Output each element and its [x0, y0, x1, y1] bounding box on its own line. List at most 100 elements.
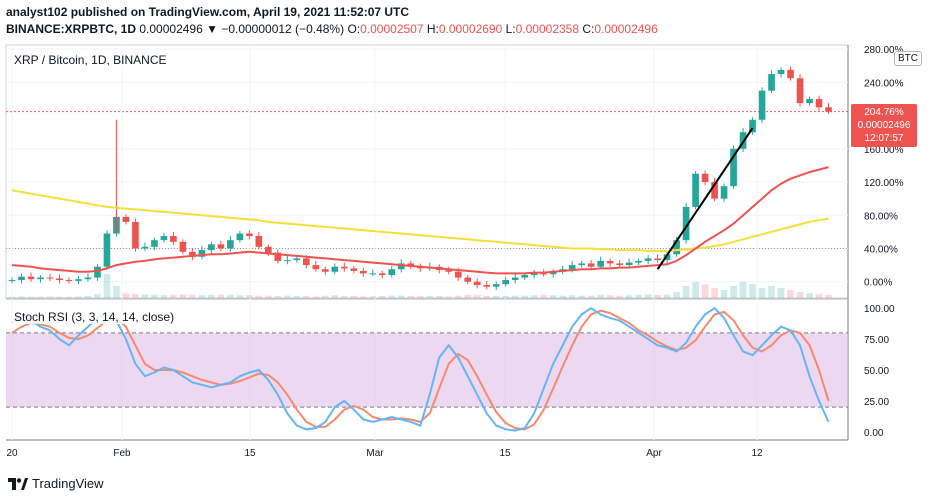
volume-bar: [454, 295, 462, 298]
candle-body: [815, 98, 823, 108]
candle-body: [255, 236, 263, 247]
candle-body: [350, 268, 358, 271]
stoch-tick-label: 25.00: [864, 397, 889, 408]
volume-bar: [483, 296, 491, 298]
ma-slow-line: [11, 189, 829, 252]
volume-bar: [151, 294, 158, 298]
candle-body: [445, 270, 453, 272]
price-tag-price: 0.00002496: [857, 120, 911, 131]
volume-bar: [568, 295, 576, 298]
volume-bar: [768, 286, 775, 298]
symbol-text: BINANCE:XRPBTC, 1D: [6, 22, 137, 36]
candle-body: [170, 236, 177, 242]
volume-bar: [635, 294, 642, 298]
candle-body: [530, 273, 538, 276]
candle-body: [132, 221, 139, 249]
volume-bar: [331, 295, 339, 298]
candle-body: [663, 254, 671, 261]
change-text: ▼ −0.00000012 (−0.48%): [206, 22, 345, 36]
volume-bar: [654, 294, 661, 298]
volume-bar: [625, 295, 633, 298]
volume-bar: [293, 296, 301, 298]
candle-body: [673, 240, 680, 255]
volume-bar: [37, 296, 44, 298]
time-tick-label: 12: [751, 448, 763, 459]
candle-body: [46, 277, 54, 279]
candle-body: [502, 280, 510, 285]
stoch-tick-label: 0.00: [864, 428, 884, 439]
candle-body: [198, 250, 206, 257]
publish-text: analyst102 published on TradingView.com,…: [6, 5, 410, 19]
footer-brand: TradingView: [32, 476, 104, 491]
candle-body: [179, 241, 187, 252]
candles[interactable]: [8, 66, 832, 290]
tradingview-logo-icon: [8, 477, 28, 490]
volume-bar: [682, 286, 690, 298]
volume-bar: [416, 296, 424, 298]
volume-bar: [122, 293, 130, 298]
volume-bar: [284, 295, 291, 298]
open-label: O:: [347, 22, 361, 36]
high-value: 0.00002690: [438, 22, 503, 36]
time-tick-label: 15: [499, 448, 511, 459]
volume-bar: [701, 284, 709, 298]
volume-bar: [321, 295, 329, 298]
volume-bar: [255, 295, 263, 298]
candle-body: [246, 233, 253, 237]
candle-body: [549, 271, 557, 275]
candle-body: [511, 277, 519, 281]
candle-body: [644, 258, 652, 261]
time-axis[interactable]: 20 Feb 15 Mar 15 Apr 12: [6, 448, 763, 459]
price-tick-label: 0.00%: [864, 278, 892, 289]
volume-bar: [75, 296, 82, 298]
volume-bar: [198, 295, 206, 298]
price-axis[interactable]: 280.00% 240.00% 160.00% 120.00% 80.00% 40.00%…: [864, 45, 904, 289]
volume-bar: [113, 286, 120, 298]
volume-bar: [265, 295, 272, 298]
stoch-k-line: [11, 306, 830, 432]
volume-bar: [56, 296, 63, 298]
candle-body: [65, 280, 73, 282]
stoch-rsi-pane[interactable]: 100.00 75.00 50.00 25.00 0.00: [6, 304, 895, 439]
currency-badge[interactable]: BTC: [894, 51, 922, 66]
close-value: 0.00002496: [594, 22, 658, 36]
volume-bar: [141, 294, 149, 298]
candle-body: [711, 182, 718, 199]
volume-bar: [18, 296, 25, 298]
candle-body: [701, 173, 709, 183]
price-tag-countdown: 12:07:57: [864, 133, 904, 144]
volume-bar: [189, 294, 196, 298]
stoch-pane-label: Stoch RSI (3, 3, 14, 14, close): [12, 310, 177, 324]
volume-bar: [312, 296, 320, 298]
volume-bar: [103, 274, 111, 298]
volume-bar: [65, 296, 73, 298]
stoch-band: [6, 332, 848, 408]
low-value: 0.00002358: [515, 22, 580, 36]
volume-bar: [426, 296, 434, 298]
volume-bar: [227, 294, 234, 298]
candle-body: [806, 98, 813, 104]
candle-body: [568, 265, 576, 270]
candle-body: [597, 260, 604, 267]
volume-bar: [749, 284, 756, 298]
volume-bar: [720, 290, 728, 298]
volume-bar: [502, 296, 510, 298]
time-tick-label: Apr: [646, 448, 662, 459]
price-tick-label: 160.00%: [864, 145, 904, 156]
time-tick-label: Mar: [366, 448, 384, 459]
candle-body: [293, 258, 301, 261]
candle-body: [217, 244, 225, 249]
candle-body: [208, 244, 215, 251]
price-tick-label: 240.00%: [864, 78, 904, 89]
candle-body: [473, 281, 481, 286]
volume-bar: [397, 295, 405, 298]
volume-bar: [730, 286, 737, 298]
time-tick-label: Feb: [113, 448, 131, 459]
candle-body: [84, 277, 92, 280]
volume-bar: [559, 295, 566, 298]
current-price-tag: 204.76% 0.00002496 12:07:57: [851, 104, 917, 147]
tradingview-footer[interactable]: TradingView: [8, 476, 104, 491]
volume-bar: [673, 292, 680, 298]
close-label: C:: [582, 22, 595, 36]
